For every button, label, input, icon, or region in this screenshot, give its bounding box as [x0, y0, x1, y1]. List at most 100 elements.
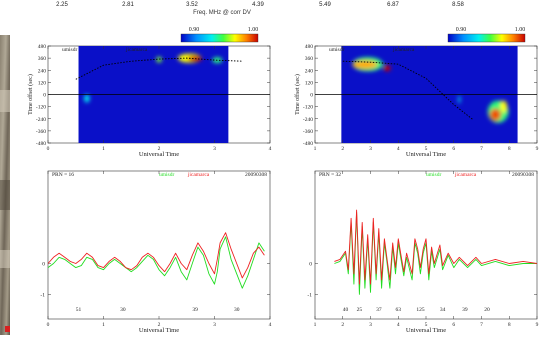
- prn-label: PRN = 32: [319, 172, 341, 178]
- frequency-axis-label: Freq. MHz @ corr DV: [193, 10, 251, 16]
- x-tick-label: 8: [508, 146, 511, 152]
- correlation-blob: [489, 108, 501, 121]
- y-tick-label: 480: [38, 44, 47, 50]
- window-value-label: 20: [484, 307, 490, 313]
- window-value-label: 30: [234, 307, 240, 313]
- correlation-blob: [500, 100, 508, 113]
- window-value-label: 63: [396, 307, 402, 313]
- y-tick-label: 0: [310, 93, 313, 99]
- y-tick-label: 240: [305, 68, 314, 74]
- series-line-jicamarca: [47, 232, 265, 279]
- x-tick-label: 3: [369, 146, 372, 152]
- spectrogram-blobs: [352, 57, 509, 123]
- y-axis-label: Time offset (sec): [27, 74, 34, 115]
- x-tick-label: 7: [480, 322, 483, 328]
- window-value-label: 25: [357, 307, 363, 313]
- legend-umisdr: umisdr: [426, 172, 441, 178]
- x-tick-label: 2: [158, 322, 161, 328]
- x-tick-label: 0: [47, 146, 50, 152]
- x-tick-label: 0: [47, 322, 50, 328]
- correlation-blob: [156, 56, 162, 63]
- y-tick-label: 360: [305, 56, 314, 62]
- frequency-tick-label: 8.58: [452, 2, 464, 8]
- station-label-umisdr: umisdr: [62, 47, 77, 53]
- x-tick-label: 2: [341, 146, 344, 152]
- x-tick-label: 9: [536, 146, 539, 152]
- legend-umisdr: umisdr: [159, 172, 174, 178]
- y-tick-label: -1: [40, 292, 45, 298]
- frequency-tick-label: 2.81: [122, 2, 134, 8]
- x-axis-label: Universal Time: [406, 327, 446, 334]
- frequency-tick-label: 3.52: [186, 2, 198, 8]
- y-tick-label: 480: [305, 44, 314, 50]
- x-tick-label: 4: [269, 322, 272, 328]
- colorbar-min-label: 0.90: [189, 27, 200, 33]
- y-tick-label: 0: [43, 93, 46, 99]
- x-tick-label: 6: [452, 322, 455, 328]
- x-tick-label: 8: [508, 322, 511, 328]
- y-tick-label: -1: [307, 292, 312, 298]
- y-tick-label: -120: [36, 105, 46, 111]
- window-value-label: 51: [76, 307, 82, 313]
- x-tick-label: 2: [341, 322, 344, 328]
- x-tick-label: 4: [269, 146, 272, 152]
- y-tick-label: -360: [303, 129, 313, 135]
- y-tick-label: 0: [309, 262, 312, 268]
- x-tick-label: 2: [158, 146, 161, 152]
- colorbar: [180, 33, 259, 43]
- prn-label: PRN = 16: [52, 172, 74, 178]
- x-axis-label: Universal Time: [406, 151, 446, 158]
- x-tick-label: 3: [369, 322, 372, 328]
- expected-delay-curve: [75, 57, 243, 80]
- correlation-blob: [84, 94, 90, 103]
- y-tick-label: -480: [36, 141, 46, 147]
- correlation-blob: [383, 65, 391, 72]
- x-axis-label: Universal Time: [139, 327, 179, 334]
- window-value-label: 37: [376, 307, 382, 313]
- y-tick-label: -360: [36, 129, 46, 135]
- series-line-umisdr: [47, 236, 265, 289]
- spectrogram-right: umisdr jicamarca 480 360 240 120 0 -120 -240 -360…: [294, 27, 539, 158]
- x-tick-label: 5: [425, 146, 428, 152]
- x-tick-label: 6: [452, 146, 455, 152]
- y-tick-label: 120: [38, 80, 47, 86]
- date-label: 20090308: [512, 172, 534, 178]
- x-tick-label: 1: [314, 146, 317, 152]
- y-tick-label: 240: [38, 68, 47, 74]
- date-label: 20090308: [245, 172, 267, 178]
- y-axis-label: Time offset (sec): [294, 74, 301, 115]
- station-label-umisdr: umisdr: [329, 47, 344, 53]
- x-tick-label: 1: [102, 322, 105, 328]
- plot-area: [47, 170, 271, 320]
- frequency-tick-label: 2.25: [56, 2, 68, 8]
- frequency-tick-label: 5.49: [319, 2, 331, 8]
- legend-jicamarca: jicamarca: [454, 172, 477, 178]
- x-axis-label: Universal Time: [139, 151, 179, 158]
- y-tick-label: -120: [303, 105, 313, 111]
- x-tick-label: 1: [102, 146, 105, 152]
- photo-strip: [0, 35, 10, 335]
- frequency-tick-label: 6.87: [387, 2, 399, 8]
- y-tick-label: 120: [305, 80, 314, 86]
- y-tick-label: -240: [36, 117, 46, 123]
- station-label-jicamarca: jicamarca: [125, 47, 148, 53]
- frequency-tick-label: 4.39: [252, 2, 264, 8]
- x-tick-label: 3: [213, 146, 216, 152]
- y-tick-label: -480: [303, 141, 313, 147]
- station-label-jicamarca: jicamarca: [392, 47, 415, 53]
- x-tick-label: 1: [314, 322, 317, 328]
- window-value-label: 40: [343, 307, 349, 313]
- colorbar-max-label: 1.00: [248, 27, 259, 33]
- x-tick-label: 4: [397, 146, 400, 152]
- x-tick-label: 9: [536, 322, 539, 328]
- legend-jicamarca: jicamarca: [187, 172, 210, 178]
- window-value-label: 30: [120, 307, 126, 313]
- series-line-jicamarca: [334, 209, 538, 285]
- colorbar-max-label: 1.00: [515, 27, 526, 33]
- y-tick-label: 0: [42, 262, 45, 268]
- y-tick-label: -240: [303, 117, 313, 123]
- window-value-label: 125: [416, 307, 425, 313]
